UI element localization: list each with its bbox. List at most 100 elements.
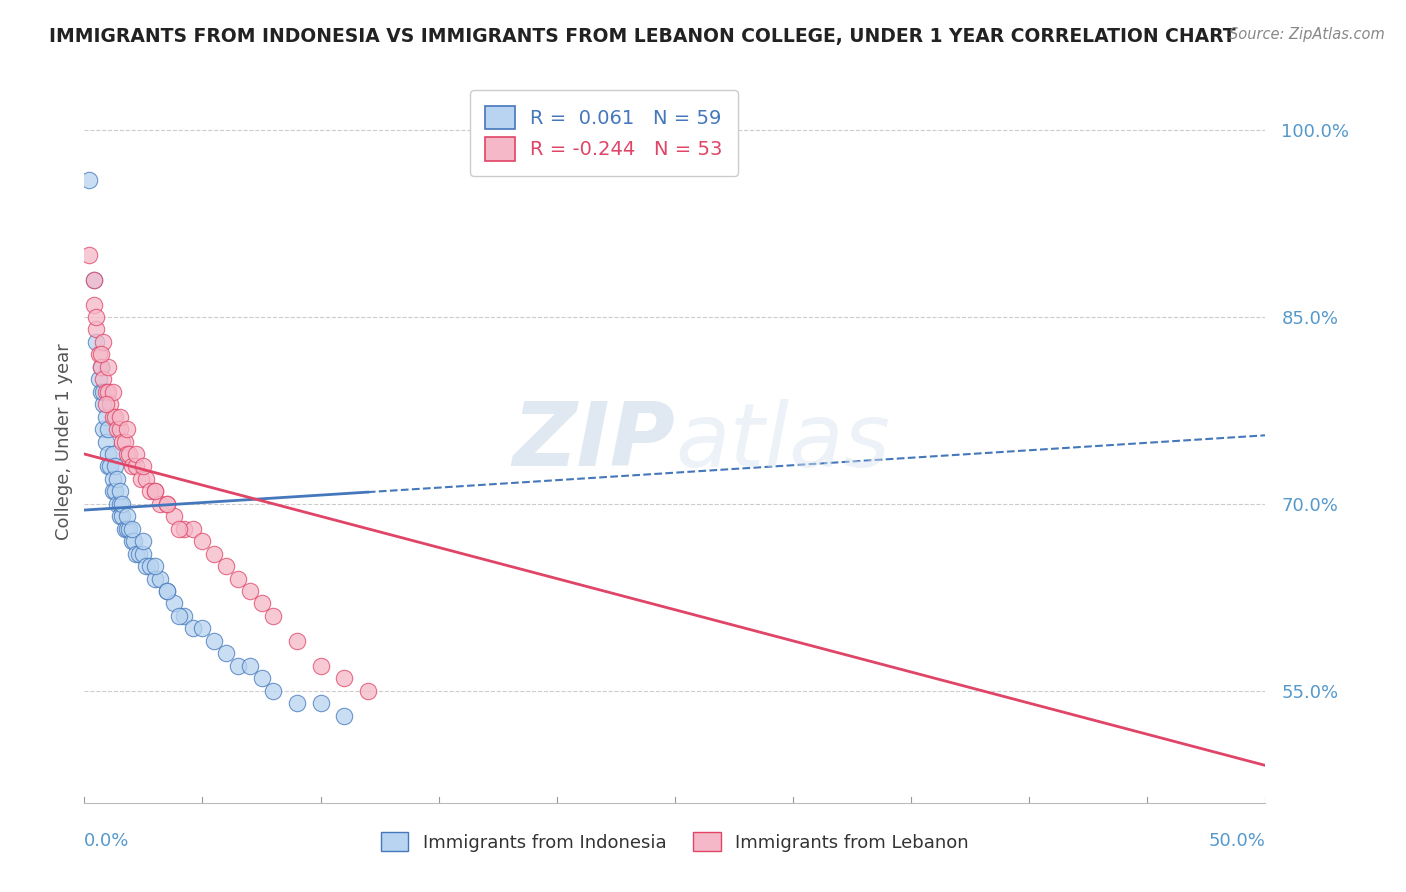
Point [97, 359, 120, 374]
Point [163, 597, 186, 611]
Y-axis label: College, Under 1 year: College, Under 1 year [55, 343, 73, 540]
Point [97, 459, 120, 474]
Point [108, 497, 131, 511]
Point [215, 559, 238, 574]
Point [149, 572, 172, 586]
Legend: Immigrants from Indonesia, Immigrants from Lebanon: Immigrants from Indonesia, Immigrants fr… [374, 825, 976, 859]
Point [87, 347, 110, 361]
Point [101, 409, 124, 424]
Point [115, 522, 138, 536]
Text: 50.0%: 50.0% [1209, 831, 1265, 850]
Point [104, 484, 127, 499]
Point [83, 297, 105, 311]
Point [226, 572, 249, 586]
Point [125, 547, 148, 561]
Point [108, 409, 131, 424]
Point [143, 484, 166, 499]
Point [98, 397, 121, 411]
Point [143, 572, 166, 586]
Point [114, 434, 136, 449]
Point [181, 621, 204, 635]
Point [156, 497, 179, 511]
Point [108, 509, 131, 524]
Point [118, 447, 141, 461]
Point [77, 173, 100, 187]
Point [132, 547, 155, 561]
Point [118, 522, 141, 536]
Point [108, 484, 131, 499]
Point [83, 272, 105, 286]
Point [163, 509, 186, 524]
Point [135, 472, 157, 486]
Point [173, 609, 195, 624]
Point [94, 384, 117, 399]
Point [250, 671, 273, 685]
Point [262, 609, 284, 624]
Point [111, 434, 134, 449]
Text: 0.0%: 0.0% [84, 831, 129, 850]
Point [121, 534, 143, 549]
Point [101, 472, 124, 486]
Point [285, 696, 308, 710]
Point [107, 422, 129, 436]
Point [104, 409, 127, 424]
Point [202, 633, 225, 648]
Point [90, 359, 112, 374]
Point [250, 597, 273, 611]
Point [135, 559, 157, 574]
Point [97, 384, 120, 399]
Point [77, 248, 100, 262]
Point [156, 584, 179, 599]
Point [91, 397, 114, 411]
Point [101, 447, 124, 461]
Point [121, 522, 143, 536]
Point [107, 472, 129, 486]
Point [111, 509, 134, 524]
Point [132, 459, 155, 474]
Point [115, 422, 138, 436]
Point [91, 422, 114, 436]
Point [167, 522, 190, 536]
Point [143, 559, 166, 574]
Point [104, 459, 127, 474]
Point [115, 447, 138, 461]
Point [333, 671, 356, 685]
Point [239, 584, 262, 599]
Point [94, 434, 117, 449]
Point [173, 522, 195, 536]
Text: Source: ZipAtlas.com: Source: ZipAtlas.com [1229, 27, 1385, 42]
Point [139, 484, 162, 499]
Point [97, 447, 120, 461]
Point [333, 708, 356, 723]
Point [132, 534, 155, 549]
Point [181, 522, 204, 536]
Point [84, 334, 107, 349]
Point [143, 484, 166, 499]
Point [84, 310, 107, 324]
Point [139, 559, 162, 574]
Point [101, 484, 124, 499]
Text: IMMIGRANTS FROM INDONESIA VS IMMIGRANTS FROM LEBANON COLLEGE, UNDER 1 YEAR CORRE: IMMIGRANTS FROM INDONESIA VS IMMIGRANTS … [49, 27, 1236, 45]
Point [91, 372, 114, 386]
Point [94, 409, 117, 424]
Text: atlas: atlas [675, 399, 890, 484]
Point [309, 658, 332, 673]
Point [114, 522, 136, 536]
Point [87, 372, 110, 386]
Point [156, 584, 179, 599]
Point [98, 459, 121, 474]
Point [121, 459, 143, 474]
Point [226, 658, 249, 673]
Text: ZIP: ZIP [512, 398, 675, 485]
Point [191, 621, 214, 635]
Point [91, 384, 114, 399]
Point [83, 272, 105, 286]
Point [262, 683, 284, 698]
Point [125, 459, 148, 474]
Point [90, 347, 112, 361]
Point [94, 397, 117, 411]
Point [128, 547, 150, 561]
Point [101, 384, 124, 399]
Point [191, 534, 214, 549]
Point [90, 384, 112, 399]
